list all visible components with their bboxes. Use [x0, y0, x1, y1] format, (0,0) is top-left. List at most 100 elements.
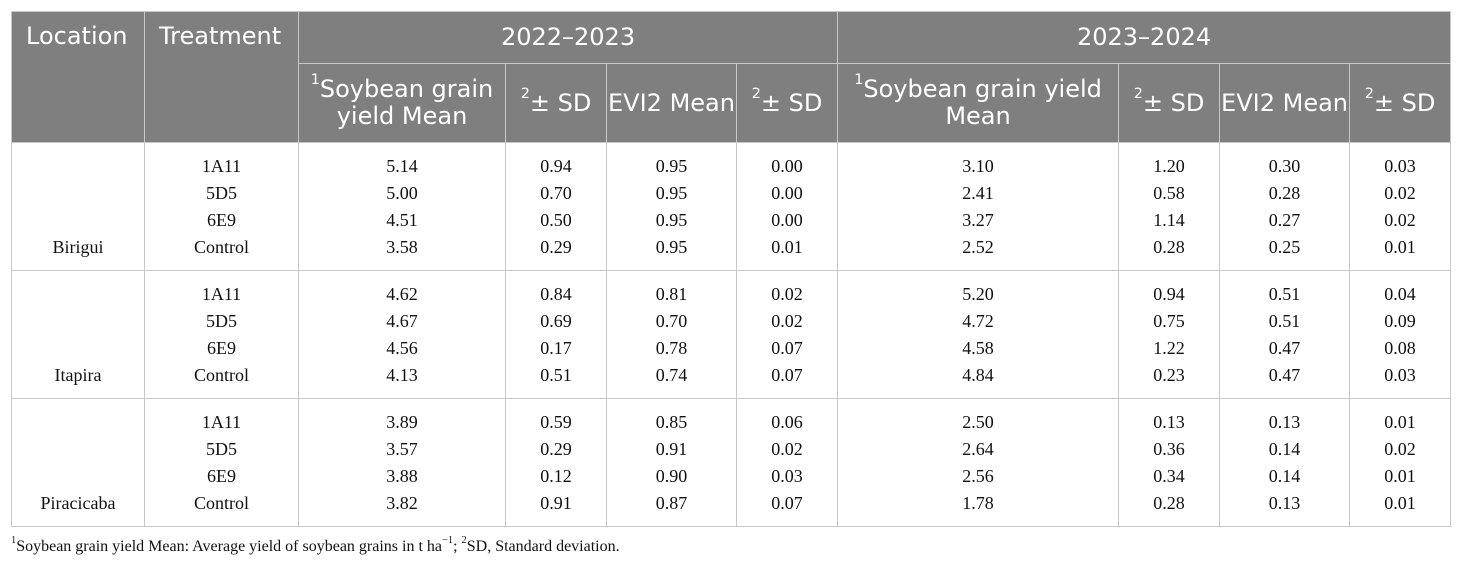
value-cell: 0.03 — [1349, 362, 1452, 399]
value-cell: 0.02 — [735, 436, 839, 463]
value-cell: 0.75 — [1118, 308, 1221, 335]
value-cell: 0.01 — [1349, 490, 1452, 527]
header-yield-mean-y2: 1Soybean grain yield Mean — [837, 63, 1120, 143]
value-cell: 0.02 — [1349, 436, 1452, 463]
value-cell: 4.62 — [298, 270, 506, 308]
value-cell: 0.14 — [1219, 436, 1351, 463]
table-footnote: 1Soybean grain yield Mean: Average yield… — [11, 534, 620, 555]
value-cell: 0.28 — [1118, 234, 1221, 271]
data-table-container: Location Treatment 2022–2023 2023–2024 1… — [11, 11, 1452, 527]
value-cell: 0.95 — [606, 234, 737, 271]
value-cell: 4.56 — [298, 335, 506, 362]
value-cell: 0.29 — [505, 436, 607, 463]
value-cell: 0.69 — [505, 308, 607, 335]
value-cell: 1.78 — [837, 490, 1120, 527]
value-cell: 0.13 — [1219, 490, 1351, 527]
value-cell: 0.74 — [606, 362, 737, 399]
value-cell: 0.02 — [1349, 180, 1452, 207]
value-cell: 3.27 — [837, 207, 1120, 234]
value-cell: 0.95 — [606, 207, 737, 234]
value-cell: 0.23 — [1118, 362, 1221, 399]
value-cell: 0.47 — [1219, 362, 1351, 399]
header-evi2-mean-y2: EVI2 Mean — [1219, 63, 1351, 143]
header-yield-sd-y1: 2± SD — [505, 63, 607, 143]
value-cell: 4.84 — [837, 362, 1120, 399]
value-cell: 4.58 — [837, 335, 1120, 362]
value-cell: 0.47 — [1219, 335, 1351, 362]
value-cell: 0.06 — [735, 398, 839, 436]
value-cell: 0.01 — [1349, 463, 1452, 490]
value-cell: 0.00 — [735, 207, 839, 234]
value-cell: 0.12 — [505, 463, 607, 490]
value-cell: 3.10 — [837, 142, 1120, 180]
value-cell: 2.56 — [837, 463, 1120, 490]
value-cell: 0.50 — [505, 207, 607, 234]
value-cell: 0.70 — [505, 180, 607, 207]
value-cell: 1.14 — [1118, 207, 1221, 234]
table-row: 6E9 4.56 0.17 0.78 0.07 4.58 1.22 0.47 0.08 — [12, 335, 1452, 362]
value-cell: 2.50 — [837, 398, 1120, 436]
value-cell: 0.95 — [606, 142, 737, 180]
value-cell: 2.41 — [837, 180, 1120, 207]
value-cell: 3.88 — [298, 463, 506, 490]
value-cell: 0.02 — [735, 308, 839, 335]
value-cell: 0.87 — [606, 490, 737, 527]
value-cell: 0.13 — [1118, 398, 1221, 436]
value-cell: 0.07 — [735, 490, 839, 527]
table-row: Piracicaba 1A11 3.89 0.59 0.85 0.06 2.50 0.13 0.… — [11, 398, 1452, 527]
value-cell: 4.13 — [298, 362, 506, 399]
value-cell: 0.59 — [505, 398, 607, 436]
value-cell: 0.95 — [606, 180, 737, 207]
value-cell: 0.04 — [1349, 270, 1452, 308]
header-year-2023-2024: 2023–2024 — [837, 11, 1452, 64]
treatment-cell: 5D5 — [144, 308, 299, 335]
value-cell: 0.90 — [606, 463, 737, 490]
value-cell: 0.03 — [1349, 142, 1452, 180]
header-year-2022-2023: 2022–2023 — [297, 11, 839, 64]
treatment-cell: 1A11 — [144, 398, 299, 436]
header-evi2-mean-y1: EVI2 Mean — [606, 63, 737, 143]
value-cell: 1.20 — [1118, 142, 1221, 180]
table-row: 5D5 4.67 0.69 0.70 0.02 4.72 0.75 0.51 0.09 — [12, 308, 1452, 335]
table-row: Control 3.58 0.29 0.95 0.01 2.52 0.28 0.25 0.01 — [12, 234, 1452, 271]
value-cell: 5.20 — [837, 270, 1120, 308]
value-cell: 3.58 — [298, 234, 506, 271]
table-row: Itapira 1A11 4.62 0.84 0.81 0.02 5.20 0.94 0.51 0… — [11, 270, 1452, 399]
value-cell: 0.00 — [735, 180, 839, 207]
value-cell: 0.34 — [1118, 463, 1221, 490]
value-cell: 0.14 — [1219, 463, 1351, 490]
value-cell: 0.02 — [735, 270, 839, 308]
table-row: Control 4.13 0.51 0.74 0.07 4.84 0.23 0.47 0.03 — [12, 362, 1452, 399]
value-cell: 2.64 — [837, 436, 1120, 463]
value-cell: 0.91 — [606, 436, 737, 463]
value-cell: 4.51 — [298, 207, 506, 234]
value-cell: 0.51 — [1219, 270, 1351, 308]
value-cell: 0.01 — [1349, 234, 1452, 271]
header-location: Location — [11, 11, 145, 143]
location-cell: Birigui — [11, 142, 145, 271]
header-yield-mean-y1: 1Soybean grain yield Mean — [298, 63, 506, 143]
value-cell: 0.17 — [505, 335, 607, 362]
value-cell: 0.78 — [606, 335, 737, 362]
value-cell: 0.84 — [505, 270, 607, 308]
value-cell: 0.13 — [1219, 398, 1351, 436]
value-cell: 3.89 — [298, 398, 506, 436]
value-cell: 0.08 — [1349, 335, 1452, 362]
value-cell: 0.85 — [606, 398, 737, 436]
table-row: Control 3.82 0.91 0.87 0.07 1.78 0.28 0.13 0.01 — [12, 490, 1452, 527]
treatment-cell: 6E9 — [144, 207, 299, 234]
value-cell: 0.01 — [735, 234, 839, 271]
value-cell: 0.70 — [606, 308, 737, 335]
value-cell: 0.27 — [1219, 207, 1351, 234]
table-row: 6E9 4.51 0.50 0.95 0.00 3.27 1.14 0.27 0.02 — [12, 207, 1452, 234]
value-cell: 1.22 — [1118, 335, 1221, 362]
value-cell: 0.25 — [1219, 234, 1351, 271]
value-cell: 0.94 — [1118, 270, 1221, 308]
value-cell: 3.57 — [298, 436, 506, 463]
value-cell: 4.67 — [298, 308, 506, 335]
value-cell: 0.94 — [505, 142, 607, 180]
location-cell: Itapira — [11, 270, 145, 399]
yield-evi-table: Location Treatment 2022–2023 2023–2024 1… — [11, 11, 1452, 527]
value-cell: 0.02 — [1349, 207, 1452, 234]
header-evi2-sd-y1: 2± SD — [735, 63, 839, 143]
